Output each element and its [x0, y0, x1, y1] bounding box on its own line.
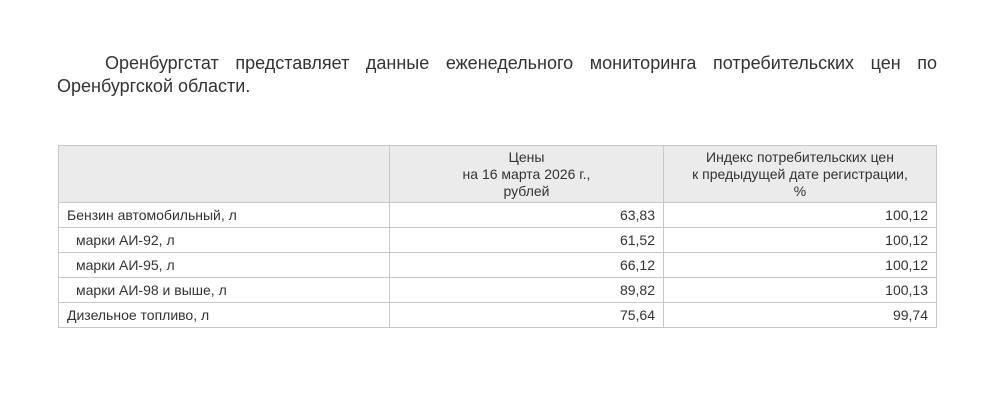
- row-name: марки АИ-92, л: [58, 227, 390, 253]
- row-price: 61,52: [389, 227, 664, 253]
- table-row: марки АИ-95, л 66,12 100,12: [58, 252, 937, 278]
- row-index: 100,12: [663, 227, 937, 253]
- table-row: Бензин автомобильный, л 63,83 100,12: [58, 202, 937, 228]
- header-name: [58, 145, 390, 203]
- table-row: марки АИ-92, л 61,52 100,12: [58, 227, 937, 253]
- intro-paragraph: Оренбургстат представляет данные еженеде…: [57, 53, 937, 96]
- row-price: 66,12: [389, 252, 664, 278]
- table-row: марки АИ-98 и выше, л 89,82 100,13: [58, 277, 937, 303]
- table-header-row: Цены на 16 марта 2026 г., рублей Индекс …: [58, 145, 937, 203]
- table-row: Дизельное топливо, л 75,64 99,74: [58, 302, 937, 328]
- row-name: Дизельное топливо, л: [58, 302, 390, 328]
- row-name: Бензин автомобильный, л: [58, 202, 390, 228]
- row-name: марки АИ-98 и выше, л: [58, 277, 390, 303]
- row-price: 63,83: [389, 202, 664, 228]
- row-index: 100,13: [663, 277, 937, 303]
- header-price: Цены на 16 марта 2026 г., рублей: [389, 145, 664, 203]
- fuel-prices-table: Цены на 16 марта 2026 г., рублей Индекс …: [58, 145, 937, 328]
- row-price: 89,82: [389, 277, 664, 303]
- row-index: 100,12: [663, 202, 937, 228]
- row-price: 75,64: [389, 302, 664, 328]
- row-name: марки АИ-95, л: [58, 252, 390, 278]
- row-index: 100,12: [663, 252, 937, 278]
- row-index: 99,74: [663, 302, 937, 328]
- header-index: Индекс потребительских цен к предыдущей …: [663, 145, 937, 203]
